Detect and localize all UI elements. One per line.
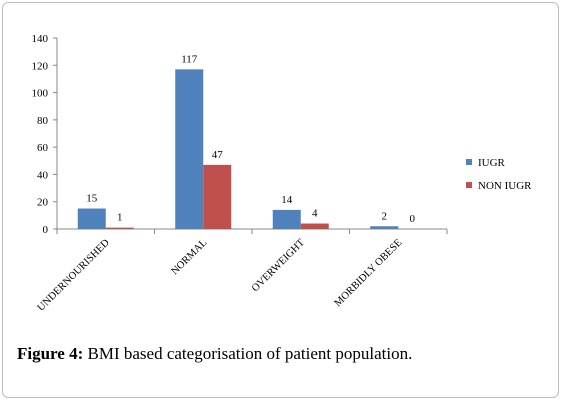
data-label: 14 bbox=[281, 194, 293, 206]
category-label: OVERWEIGHT bbox=[250, 237, 307, 294]
legend-label: NON IUGR bbox=[478, 180, 532, 192]
bar-non-iugr bbox=[105, 227, 134, 229]
y-tick-label: 80 bbox=[37, 115, 49, 127]
bar-chart: 020406080100120140151UNDERNOURISHED11747… bbox=[32, 33, 533, 314]
bar-non-iugr bbox=[300, 223, 329, 229]
figure-frame bbox=[2, 2, 559, 398]
y-tick-label: 120 bbox=[32, 60, 49, 72]
data-label: 47 bbox=[212, 149, 224, 161]
data-label: 4 bbox=[312, 208, 318, 220]
legend-swatch bbox=[466, 182, 472, 188]
category-label: UNDERNOURISHED bbox=[36, 237, 113, 314]
legend-label: IUGR bbox=[478, 157, 506, 169]
y-tick-label: 140 bbox=[32, 33, 49, 45]
y-tick-label: 20 bbox=[37, 197, 49, 209]
figure-caption-text: BMI based categorisation of patient popu… bbox=[83, 344, 413, 363]
bar-iugr bbox=[77, 208, 106, 229]
bar-iugr bbox=[175, 69, 204, 229]
data-label: 1 bbox=[117, 212, 123, 224]
data-label: 2 bbox=[382, 210, 388, 222]
y-tick-label: 100 bbox=[32, 88, 49, 100]
category-label: NORMAL bbox=[169, 237, 209, 277]
figure-caption: Figure 4: BMI based categorisation of pa… bbox=[17, 344, 412, 364]
y-tick-label: 60 bbox=[37, 142, 49, 154]
category-label: MORBIDLY OBESE bbox=[333, 237, 405, 309]
data-label: 0 bbox=[410, 213, 416, 225]
data-label: 15 bbox=[86, 193, 98, 205]
bar-non-iugr bbox=[203, 164, 232, 229]
y-tick-label: 0 bbox=[43, 224, 49, 236]
legend-swatch bbox=[466, 159, 472, 165]
bar-iugr bbox=[272, 209, 301, 229]
y-tick-label: 40 bbox=[37, 169, 49, 181]
bar-iugr bbox=[370, 226, 399, 229]
figure-label: Figure 4: bbox=[17, 344, 84, 363]
data-label: 117 bbox=[181, 53, 198, 65]
